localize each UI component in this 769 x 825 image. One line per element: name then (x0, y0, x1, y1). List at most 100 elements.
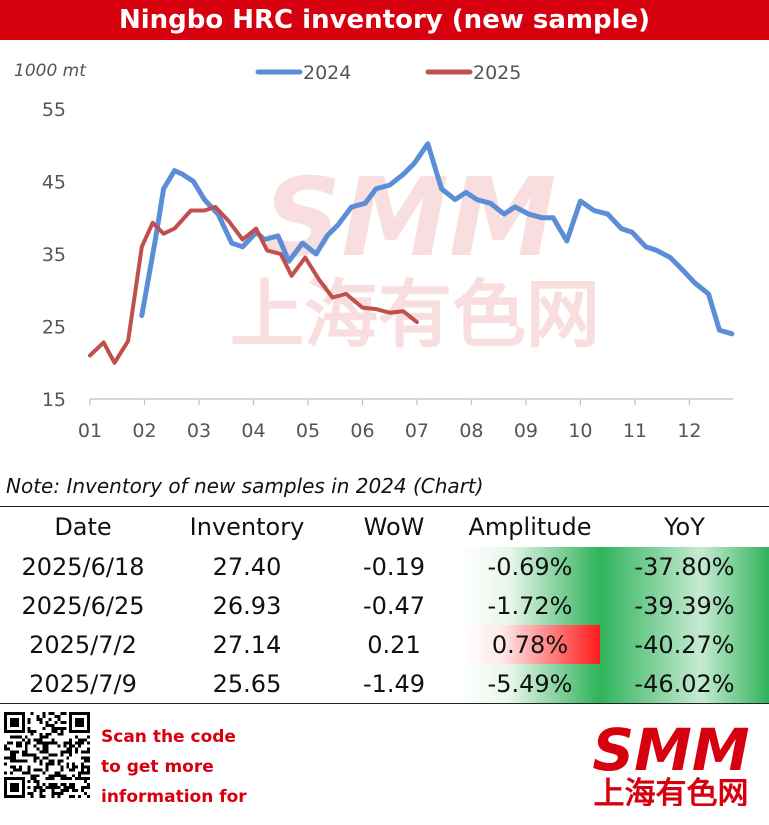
qr-module (15, 750, 19, 754)
qr-module (24, 771, 28, 775)
qr-module (84, 759, 88, 763)
qr-module (27, 738, 31, 742)
qr-module (12, 753, 16, 757)
qr-module (51, 712, 55, 715)
qr-module (66, 777, 70, 781)
x-tick-label: 02 (132, 420, 156, 442)
qr-module (81, 762, 85, 766)
qr-module (81, 789, 85, 793)
qr-module (63, 712, 67, 715)
cell-inventory: 27.14 (212, 630, 282, 659)
qr-module (57, 786, 61, 790)
qr-code-icon[interactable] (4, 712, 90, 798)
qr-module (18, 765, 22, 769)
qr-module (69, 747, 73, 751)
qr-module (60, 750, 64, 754)
series-line-2024 (139, 141, 735, 337)
qr-module (69, 768, 73, 772)
qr-module (27, 768, 31, 772)
qr-module (72, 795, 76, 798)
qr-module (84, 792, 88, 796)
qr-module (78, 774, 82, 778)
cell-wow: -0.47 (362, 591, 426, 620)
qr-module (69, 738, 73, 742)
qr-module (75, 750, 79, 754)
qr-module (57, 792, 61, 796)
qr-module (24, 735, 28, 739)
qr-module (72, 765, 76, 769)
qr-module (51, 777, 55, 781)
qr-module (51, 729, 55, 733)
legend-label-2025: 2025 (473, 62, 521, 84)
qr-module (42, 712, 46, 715)
qr-module (9, 759, 13, 763)
qr-module (42, 747, 46, 751)
qr-module (75, 777, 79, 781)
qr-module (42, 741, 46, 745)
qr-module (63, 741, 67, 745)
logo-en: SMM (592, 720, 749, 784)
qr-module (45, 750, 49, 754)
qr-module (63, 720, 67, 724)
qr-module (9, 783, 19, 793)
qr-module (27, 753, 31, 757)
header-amplitude: Amplitude (468, 513, 592, 541)
qr-module (69, 744, 73, 748)
qr-module (27, 771, 31, 775)
qr-module (45, 768, 49, 772)
qr-module (9, 750, 13, 754)
qr-module (42, 789, 46, 793)
chart-title: Ningbo HRC inventory (new sample) (0, 0, 769, 40)
qr-module (15, 768, 19, 772)
qr-module (57, 762, 61, 766)
qr-module (24, 750, 28, 754)
qr-module (9, 717, 19, 727)
qr-module (39, 741, 43, 745)
qr-module (45, 786, 49, 790)
qr-module (57, 795, 61, 798)
qr-module (15, 735, 19, 739)
qr-module (48, 774, 52, 778)
qr-module (21, 771, 25, 775)
qr-module (87, 777, 90, 781)
qr-module (6, 741, 10, 745)
qr-module (78, 744, 82, 748)
qr-module (12, 765, 16, 769)
qr-module (48, 753, 52, 757)
qr-module (36, 714, 40, 718)
qr-module (69, 786, 73, 790)
qr-module (33, 774, 37, 778)
qr-module (78, 795, 82, 798)
qr-module (27, 792, 31, 796)
watermark-cn: 上海有色网 (230, 272, 600, 358)
qr-module (33, 786, 37, 790)
cell-date: 2025/7/2 (29, 630, 137, 659)
qr-module (33, 789, 37, 793)
qr-module (60, 765, 64, 769)
qr-module (45, 744, 49, 748)
qr-module (72, 789, 76, 793)
qr-module (54, 729, 58, 733)
qr-module (12, 735, 16, 739)
qr-module (39, 750, 43, 754)
qr-module (57, 759, 61, 763)
inventory-table: Date Inventory WoW Amplitude YoY 2025/6/… (0, 506, 769, 704)
qr-module (57, 744, 61, 748)
qr-module (57, 717, 61, 721)
qr-module (54, 792, 58, 796)
qr-module (45, 741, 49, 745)
qr-module (54, 774, 58, 778)
qr-module (87, 750, 90, 754)
qr-module (57, 774, 61, 778)
qr-module (42, 783, 46, 787)
qr-module (81, 768, 85, 772)
cell-date: 2025/7/9 (29, 669, 137, 698)
qr-module (87, 747, 90, 751)
qr-module (42, 795, 46, 798)
qr-module (24, 744, 28, 748)
cell-amplitude: -5.49% (460, 664, 600, 703)
qr-module (18, 741, 22, 745)
qr-module (39, 720, 43, 724)
qr-module (57, 732, 61, 736)
qr-module (63, 744, 67, 748)
